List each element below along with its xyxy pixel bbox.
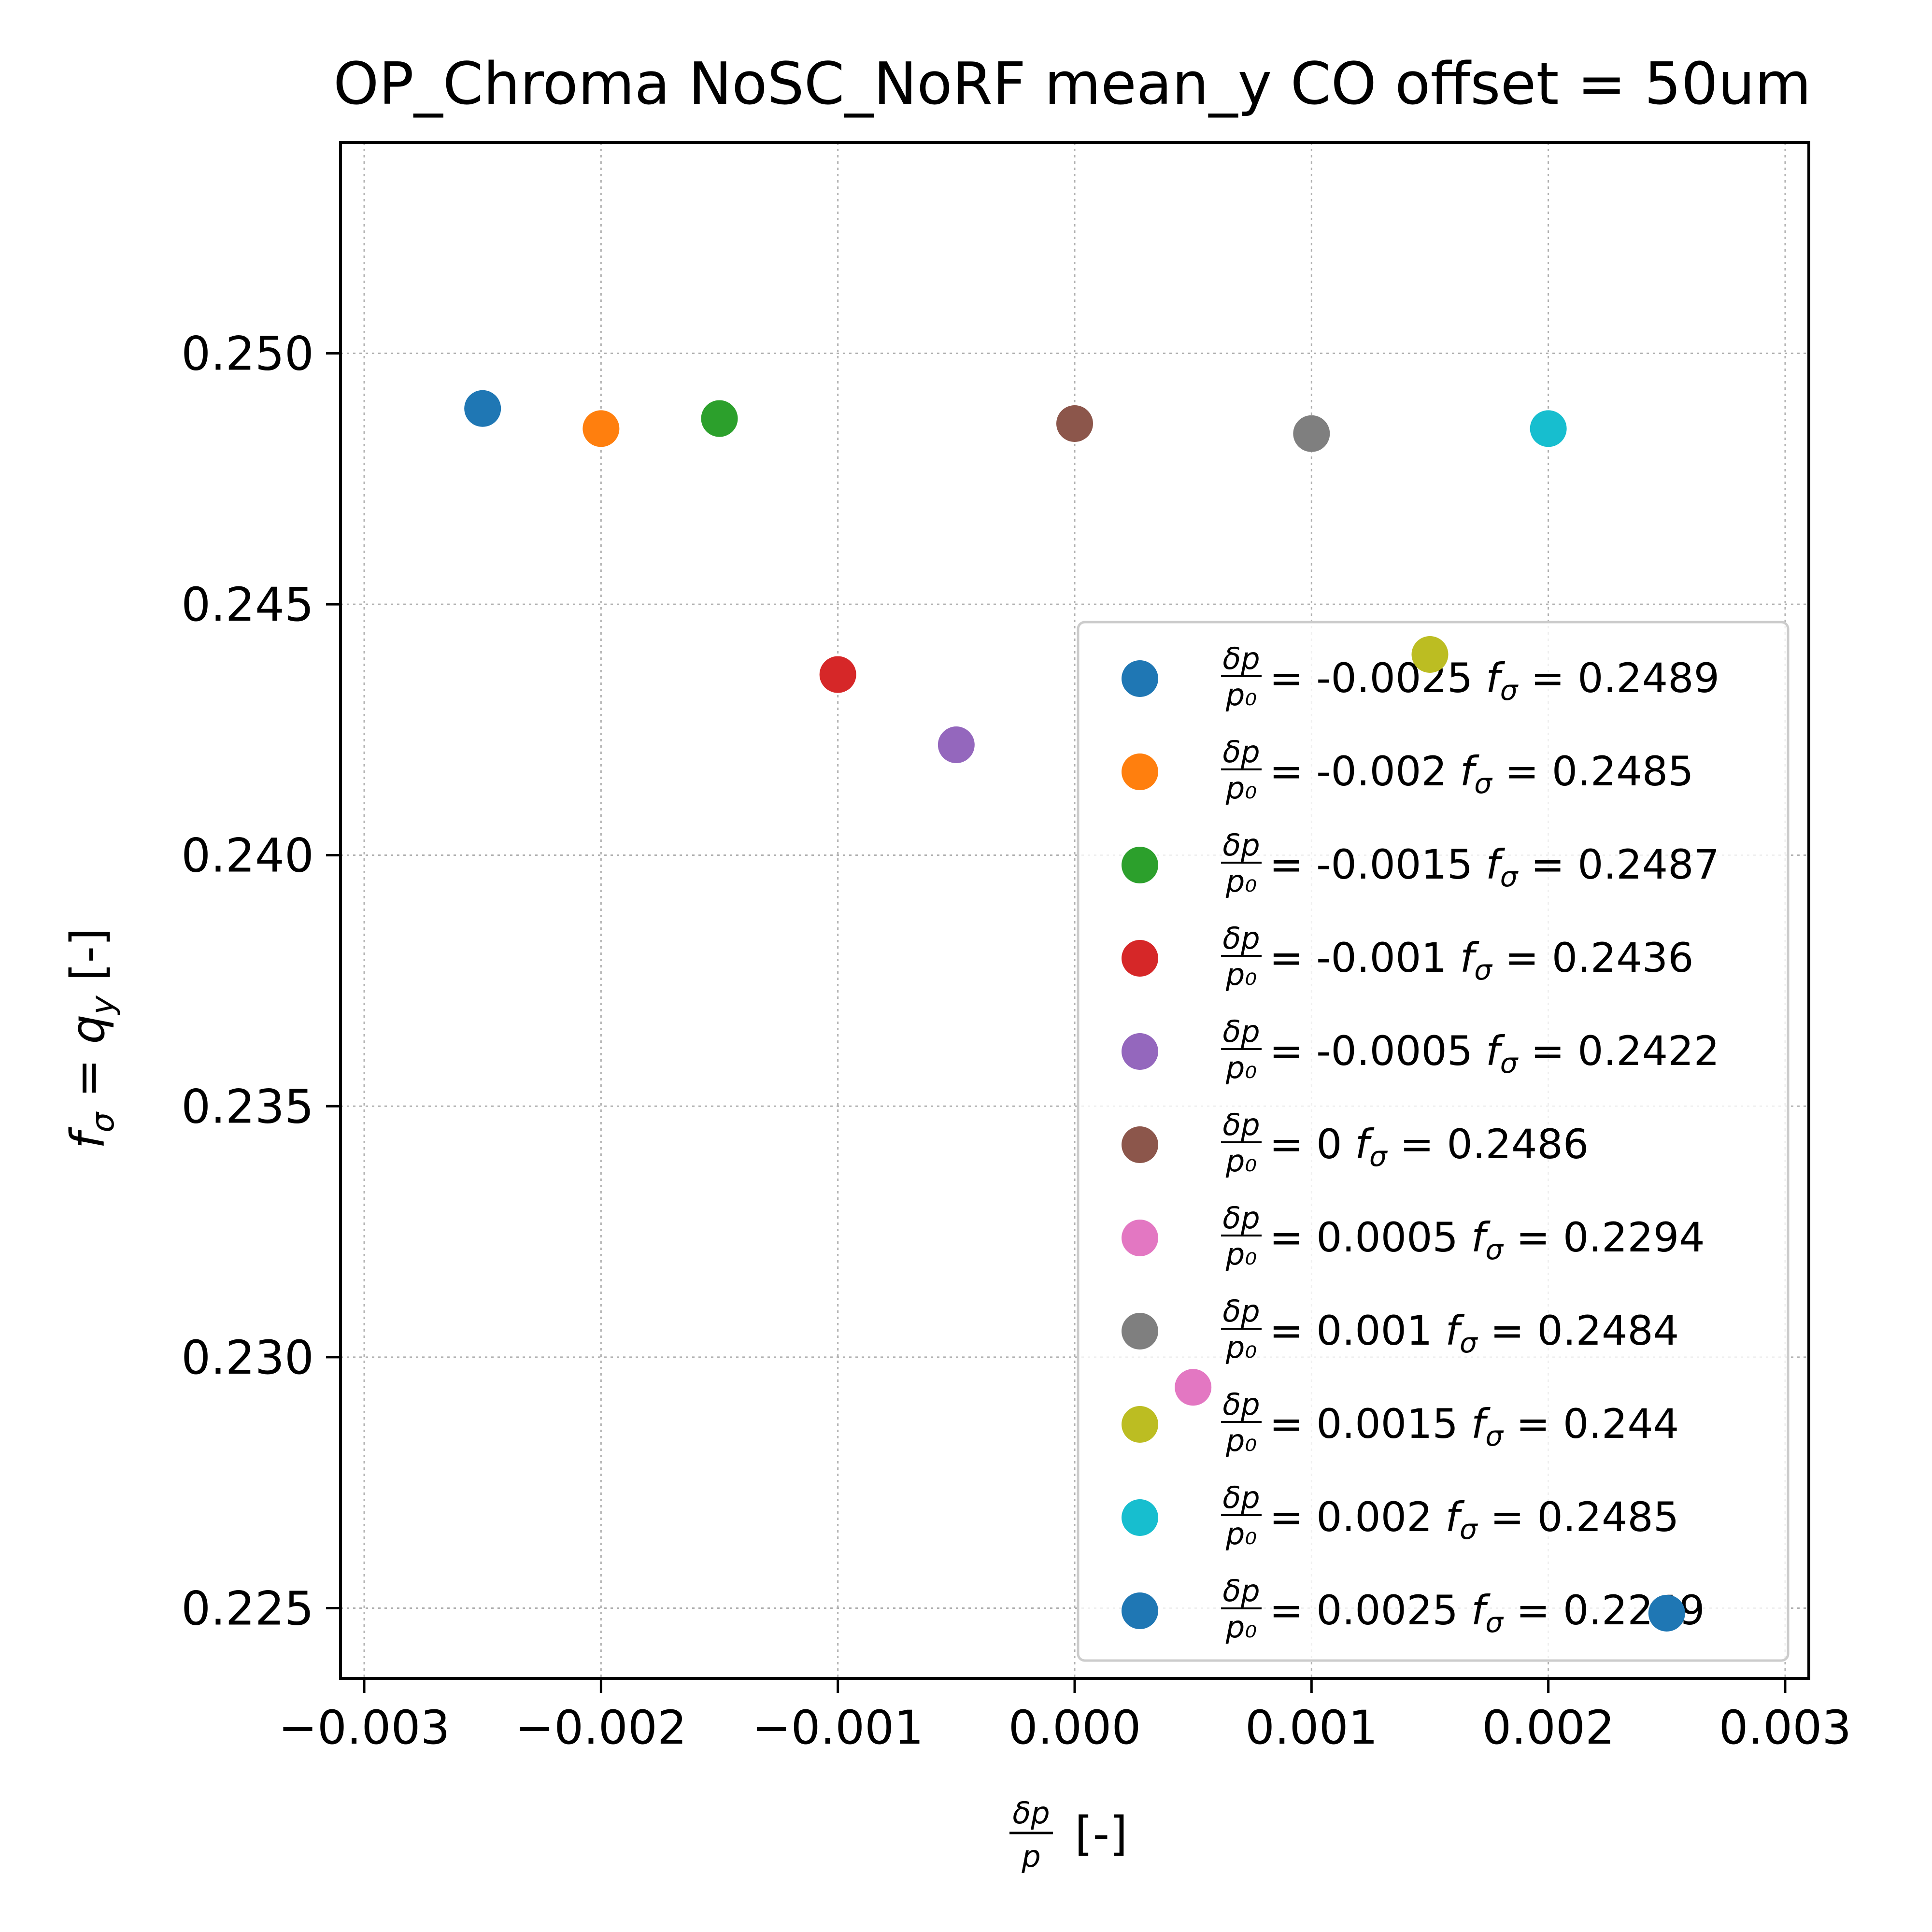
legend-fraction-denominator: p₀	[1225, 1143, 1257, 1179]
data-point	[582, 410, 620, 447]
y-tick-label: 0.245	[181, 578, 314, 632]
y-axis-ticks: 0.225 0.230 0.235 0.240 0.245 0.250	[181, 327, 341, 1636]
data-point	[701, 400, 738, 437]
x-tick-label: 0.003	[1719, 1701, 1852, 1755]
legend-marker	[1122, 1126, 1158, 1163]
legend-fraction-numerator: δp	[1222, 1387, 1260, 1422]
x-tick-label: −0.002	[515, 1701, 687, 1755]
legend-fraction-denominator: p₀	[1225, 957, 1257, 992]
legend-fraction-numerator: δp	[1222, 827, 1260, 863]
legend-marker	[1122, 1406, 1158, 1443]
legend-label: = 0 fσ = 0.2486	[1269, 1121, 1589, 1173]
legend-fraction-numerator: δp	[1222, 734, 1260, 769]
legend-fraction-denominator: p₀	[1225, 770, 1257, 806]
x-axis-label: δp p [-]	[1009, 1795, 1128, 1874]
legend-fraction-numerator: δp	[1222, 1200, 1260, 1236]
legend-fraction-numerator: δp	[1222, 1573, 1260, 1608]
legend-marker	[1122, 1499, 1158, 1536]
legend-fraction-numerator: δp	[1222, 1107, 1260, 1142]
legend-label: = 0.0015 fσ = 0.244	[1269, 1400, 1679, 1452]
legend-label: = -0.0025 fσ = 0.2489	[1269, 654, 1719, 707]
legend-fraction-denominator: p₀	[1225, 1050, 1257, 1085]
legend-fraction-denominator: p₀	[1225, 1236, 1257, 1272]
legend-fraction-denominator: p₀	[1225, 1330, 1257, 1365]
data-point	[819, 656, 856, 693]
data-point	[1175, 1369, 1212, 1406]
legend-box	[1077, 621, 1790, 1662]
x-tick-label: 0.002	[1482, 1701, 1615, 1755]
legend-label: = -0.001 fσ = 0.2436	[1269, 934, 1694, 986]
legend-fraction-numerator: δp	[1222, 921, 1260, 956]
x-tick-label: −0.003	[278, 1701, 450, 1755]
legend-fraction-numerator: δp	[1222, 1014, 1260, 1049]
legend-marker	[1122, 847, 1158, 883]
legend-label: = 0.001 fσ = 0.2484	[1269, 1307, 1679, 1359]
y-axis-label: fσ = qy [-]	[61, 928, 121, 1149]
legend-fraction-denominator: p₀	[1225, 1423, 1257, 1458]
legend-label: = -0.0015 fσ = 0.2487	[1269, 841, 1719, 893]
y-tick-label: 0.240	[181, 829, 314, 883]
data-point	[464, 390, 501, 427]
legend-fraction-denominator: p₀	[1225, 1609, 1257, 1645]
y-tick-label: 0.235	[181, 1080, 314, 1134]
legend-marker	[1122, 940, 1158, 977]
legend-label: = 0.002 fσ = 0.2485	[1269, 1493, 1679, 1546]
legend-fraction-numerator: δp	[1222, 1293, 1260, 1329]
x-tick-label: 0.000	[1009, 1701, 1141, 1755]
data-point	[1056, 405, 1093, 442]
data-point	[1293, 415, 1330, 452]
legend-label: = 0.0005 fσ = 0.2294	[1269, 1214, 1705, 1266]
legend-marker	[1122, 1220, 1158, 1256]
x-axis-label-numerator: δp	[1012, 1795, 1050, 1831]
data-point	[938, 726, 975, 764]
legend-label: = -0.0005 fσ = 0.2422	[1269, 1027, 1719, 1080]
legend-marker	[1122, 660, 1158, 697]
y-tick-label: 0.250	[181, 327, 314, 381]
legend-fraction-denominator: p₀	[1225, 677, 1257, 712]
chart-title: OP_Chroma NoSC_NoRF mean_y CO offset = 5…	[333, 51, 1811, 118]
legend-marker	[1122, 1592, 1158, 1629]
y-tick-label: 0.230	[181, 1331, 314, 1385]
legend-marker	[1122, 753, 1158, 790]
x-tick-label: −0.001	[752, 1701, 923, 1755]
x-tick-label: 0.001	[1245, 1701, 1378, 1755]
y-tick-label: 0.225	[181, 1582, 314, 1636]
data-points	[464, 390, 1685, 1632]
plot-area-frame	[339, 141, 1810, 1680]
data-point	[1648, 1594, 1685, 1632]
data-point	[1530, 410, 1567, 447]
x-axis-ticks: −0.003 −0.002 −0.001 0.000 0.001 0.002 0.003	[278, 1678, 1851, 1755]
x-axis-label-denominator: p	[1021, 1839, 1040, 1874]
data-point	[1411, 636, 1449, 673]
legend-marker	[1122, 1313, 1158, 1350]
x-axis-label-unit: [-]	[1075, 1807, 1128, 1861]
legend-fraction-denominator: p₀	[1225, 1516, 1257, 1551]
legend-fraction-numerator: δp	[1222, 641, 1260, 676]
legend-marker	[1122, 1033, 1158, 1070]
legend-fraction-denominator: p₀	[1225, 864, 1257, 899]
legend-fraction-numerator: δp	[1222, 1480, 1260, 1515]
